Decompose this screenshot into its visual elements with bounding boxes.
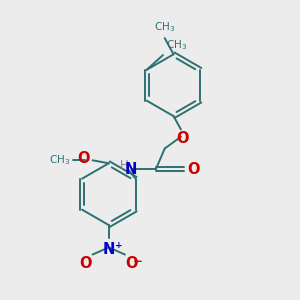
Text: N: N bbox=[103, 242, 115, 257]
Text: CH$_3$: CH$_3$ bbox=[166, 38, 187, 52]
Text: O: O bbox=[77, 151, 90, 166]
Text: N: N bbox=[125, 162, 137, 177]
Text: O: O bbox=[187, 162, 199, 177]
Text: +: + bbox=[115, 241, 123, 250]
Text: H: H bbox=[120, 159, 129, 172]
Text: CH$_3$: CH$_3$ bbox=[154, 20, 175, 34]
Text: CH$_3$: CH$_3$ bbox=[49, 153, 70, 167]
Text: −: − bbox=[133, 254, 143, 268]
Text: O: O bbox=[80, 256, 92, 271]
Text: O: O bbox=[176, 131, 188, 146]
Text: O: O bbox=[126, 256, 138, 271]
